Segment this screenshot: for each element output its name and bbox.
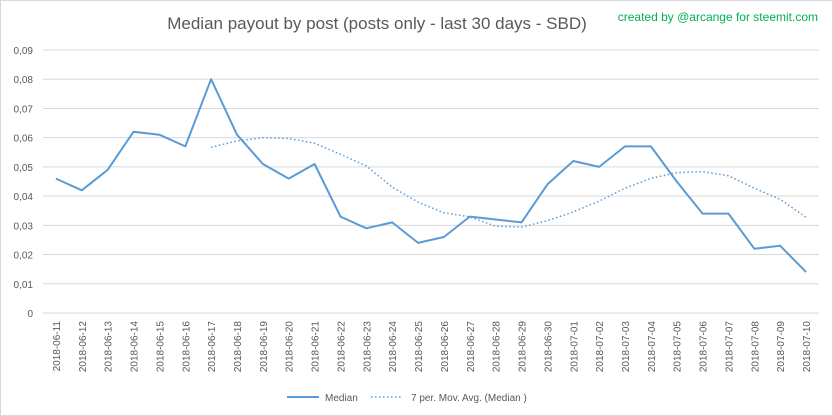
y-tick-label: 0,01 bbox=[14, 280, 34, 291]
x-axis-ticks: 2018-06-11 2018-06-12 2018-06-13 2018-06-14… bbox=[52, 321, 813, 373]
x-tick-label: 2018-07-05 bbox=[673, 321, 684, 373]
x-tick-label: 2018-06-11 bbox=[52, 321, 63, 372]
x-tick-label: 2018-07-02 bbox=[595, 321, 606, 373]
x-tick-label: 2018-06-23 bbox=[362, 321, 373, 373]
y-tick-label: 0,02 bbox=[14, 251, 34, 262]
y-tick-label: 0,06 bbox=[14, 134, 34, 145]
x-tick-label: 2018-06-22 bbox=[336, 321, 347, 373]
x-tick-label: 2018-06-15 bbox=[155, 321, 166, 373]
y-tick-label: 0 bbox=[27, 309, 33, 320]
x-tick-label: 2018-06-21 bbox=[311, 321, 322, 373]
x-tick-label: 2018-06-18 bbox=[233, 321, 244, 373]
grid-lines bbox=[43, 49, 819, 314]
x-tick-label: 2018-07-08 bbox=[750, 321, 761, 373]
chart-title: Median payout by post (posts only - last… bbox=[167, 14, 587, 33]
x-tick-label: 2018-06-14 bbox=[130, 321, 141, 373]
x-tick-label: 2018-07-10 bbox=[802, 321, 813, 373]
x-tick-label: 2018-06-26 bbox=[440, 321, 451, 373]
x-tick-label: 2018-06-13 bbox=[104, 321, 115, 373]
x-tick-label: 2018-07-01 bbox=[569, 321, 580, 373]
x-tick-label: 2018-06-25 bbox=[414, 321, 425, 373]
x-tick-label: 2018-06-17 bbox=[207, 321, 218, 373]
x-tick-label: 2018-07-09 bbox=[776, 321, 787, 373]
x-tick-label: 2018-06-29 bbox=[518, 321, 529, 373]
x-tick-label: 2018-06-28 bbox=[492, 321, 503, 373]
y-tick-label: 0,03 bbox=[14, 221, 34, 232]
y-tick-label: 0,05 bbox=[14, 163, 34, 174]
x-tick-label: 2018-06-30 bbox=[543, 321, 554, 373]
y-tick-label: 0,08 bbox=[14, 75, 34, 86]
x-tick-label: 2018-06-27 bbox=[466, 321, 477, 373]
x-tick-label: 2018-07-03 bbox=[621, 321, 632, 373]
series-line-median bbox=[55, 78, 807, 273]
x-tick-label: 2018-06-19 bbox=[259, 321, 270, 373]
x-tick-label: 2018-06-16 bbox=[181, 321, 192, 373]
x-tick-label: 2018-07-07 bbox=[724, 321, 735, 373]
y-tick-label: 0,07 bbox=[14, 104, 34, 115]
x-tick-label: 2018-06-20 bbox=[285, 321, 296, 373]
credit-text: created by @arcange for steemit.com bbox=[618, 10, 818, 24]
series-line-moving-average bbox=[210, 136, 807, 228]
y-tick-label: 0,04 bbox=[14, 192, 34, 203]
y-axis-ticks: 0 0,01 0,02 0,03 0,04 0,05 0,06 0,07 0,08 0,09 bbox=[14, 46, 34, 320]
x-tick-label: 2018-06-12 bbox=[78, 321, 89, 373]
legend: Median 7 per. Mov. Avg. (Median ) bbox=[287, 393, 527, 404]
x-tick-label: 2018-07-06 bbox=[699, 321, 710, 373]
series-lines bbox=[55, 78, 807, 273]
y-tick-label: 0,09 bbox=[14, 46, 34, 57]
x-tick-label: 2018-07-04 bbox=[647, 321, 658, 373]
x-tick-label: 2018-06-24 bbox=[388, 321, 399, 373]
legend-label: 7 per. Mov. Avg. (Median ) bbox=[411, 393, 527, 404]
legend-label: Median bbox=[325, 393, 358, 404]
